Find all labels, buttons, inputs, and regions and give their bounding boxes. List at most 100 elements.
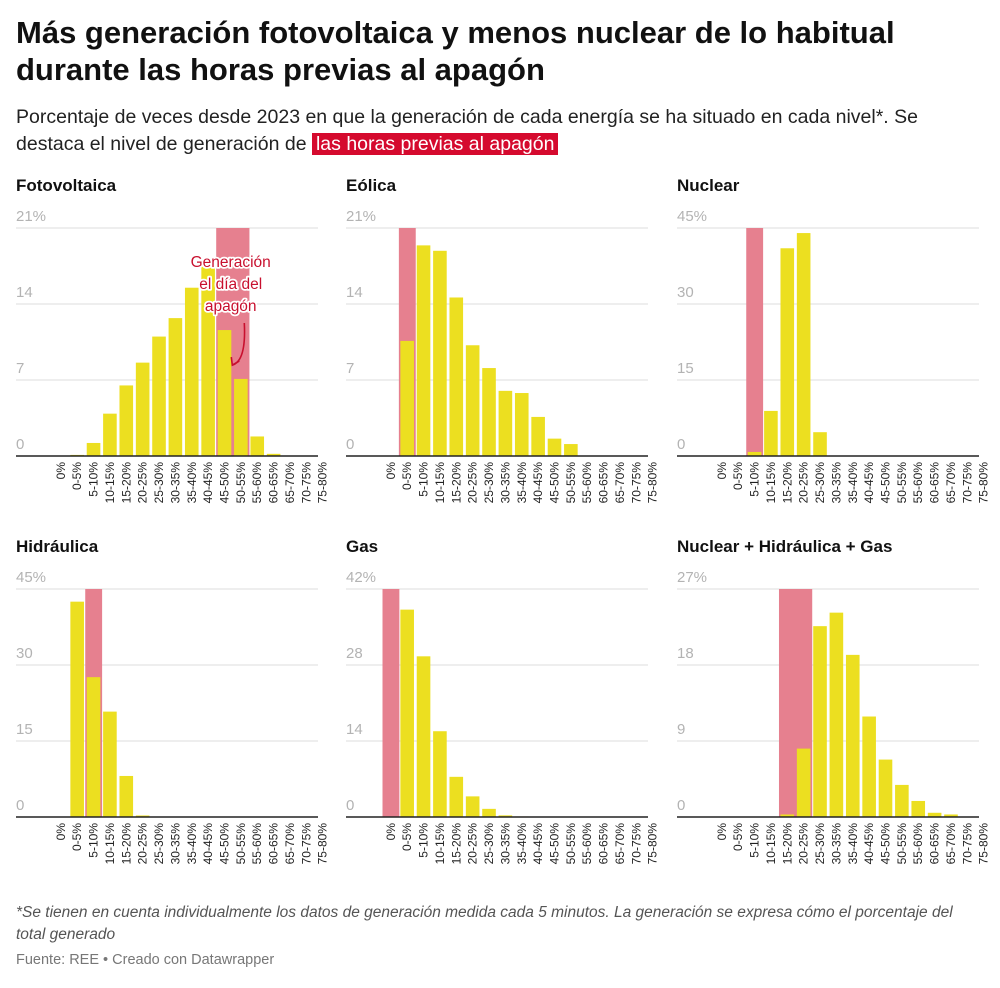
footnote: *Se tienen en cuenta individualmente los… [16, 904, 953, 943]
x-tick-label: 0-5% [70, 462, 84, 490]
bar-25-30% [482, 808, 496, 817]
annotation-line: Generación [191, 254, 271, 271]
x-tick-label: 25-30% [813, 462, 827, 504]
x-tick-label: 25-30% [482, 462, 496, 504]
x-tick-label: 0-5% [400, 462, 414, 490]
bar-15-20% [449, 776, 464, 817]
x-tick-label: 35-40% [185, 823, 199, 865]
bar-55-60% [911, 800, 926, 817]
chart-title: Más generación fotovoltaica y menos nucl… [16, 14, 976, 88]
x-tick-label: 25-30% [482, 823, 496, 865]
y-tick-label: 0 [677, 797, 685, 814]
x-tick-label: 55-60% [911, 462, 925, 504]
x-tick-label: 10-15% [764, 462, 778, 504]
y-tick-label: 45% [677, 208, 707, 225]
x-tick-label: 5-10% [748, 823, 762, 858]
x-tick-label: 0% [715, 823, 729, 841]
panel-title: Fotovoltaica [16, 176, 117, 195]
x-tick-label: 50-55% [564, 823, 578, 865]
x-tick-label: 30-35% [498, 462, 512, 504]
bar-10-15% [103, 413, 117, 456]
y-tick-label: 27% [677, 569, 707, 586]
bar-10-15% [433, 731, 447, 817]
x-tick-label: 50-55% [234, 462, 248, 504]
bar-30-35% [498, 390, 513, 456]
bar-35-40% [184, 287, 199, 456]
panel-title: Eólica [346, 176, 397, 195]
y-tick-label: 0 [16, 797, 24, 814]
x-tick-label: 60-65% [928, 462, 942, 504]
bar-5-10% [747, 451, 762, 456]
x-tick-label: 0% [384, 462, 398, 480]
panel-title: Gas [346, 537, 378, 556]
bar-35-40% [845, 654, 860, 817]
x-tick-label: 75-80% [977, 462, 991, 504]
bar-15-20% [780, 248, 795, 456]
x-tick-label: 65-70% [283, 462, 297, 504]
bar-40-45% [201, 261, 215, 456]
bar-25-30% [813, 432, 827, 456]
bar-5-10% [86, 442, 101, 456]
x-tick-label: 60-65% [267, 462, 281, 504]
x-tick-label: 15-20% [449, 462, 463, 504]
y-tick-label: 14 [346, 721, 363, 738]
x-tick-label: 70-75% [629, 462, 643, 504]
x-tick-label: 40-45% [862, 462, 876, 504]
x-tick-label: 55-60% [911, 823, 925, 865]
x-tick-label: 35-40% [515, 462, 529, 504]
bar-20-25% [796, 233, 811, 456]
bar-20-25% [135, 362, 150, 456]
x-tick-label: 30-35% [829, 823, 843, 865]
bar-30-35% [168, 318, 183, 456]
x-tick-label: 35-40% [185, 462, 199, 504]
x-tick-label: 45-50% [218, 823, 232, 865]
bar-5-10% [416, 656, 431, 817]
x-tick-label: 15-20% [780, 462, 794, 504]
x-tick-label: 65-70% [613, 462, 627, 504]
x-tick-label: 65-70% [944, 823, 958, 865]
x-tick-label: 20-25% [466, 462, 480, 504]
histogram-fotovoltaica: Fotovoltaica 0 7 14 21% 0% 0-5% 5-10% 10-15% 15-2… [16, 176, 330, 504]
bar-50-55% [564, 444, 578, 456]
bar-30-35% [829, 612, 844, 817]
x-tick-label: 0% [54, 823, 68, 841]
bar-20-25% [465, 345, 480, 456]
x-tick-label: 5-10% [748, 462, 762, 497]
panel-hidraulica: Hidráulica 0 15 30 45% 0% 0-5% 5-10% 10-15% 15-20… [16, 534, 330, 882]
y-tick-label: 14 [16, 284, 33, 301]
x-tick-label: 0% [54, 462, 68, 480]
y-tick-label: 14 [346, 284, 363, 301]
x-tick-label: 45-50% [548, 823, 562, 865]
highlight-band [382, 589, 400, 817]
x-tick-label: 30-35% [168, 462, 182, 504]
x-tick-label: 0-5% [70, 823, 84, 851]
y-tick-label: 30 [16, 645, 33, 662]
x-tick-label: 75-80% [316, 823, 330, 865]
histogram-eolica: Eólica 0 7 14 21% 0% 0-5% 5-10% 10-15% 15-20% 20-2… [346, 176, 660, 504]
bar-50-55% [895, 784, 909, 817]
x-tick-label: 0-5% [731, 462, 745, 490]
panel-title: Nuclear [677, 176, 740, 195]
panel-gas: Gas 0 14 28 42% 0% 0-5% 5-10% 10-15% 15-20% 20-25%… [346, 534, 660, 882]
bar-60-65% [927, 812, 942, 817]
x-tick-label: 50-55% [895, 823, 909, 865]
bar-15-20% [780, 814, 795, 817]
x-tick-label: 45-50% [879, 462, 893, 504]
bar-45-50% [217, 330, 232, 456]
x-tick-label: 20-25% [136, 462, 150, 504]
x-tick-label: 70-75% [299, 462, 313, 504]
bar-25-30% [813, 626, 827, 817]
x-tick-label: 20-25% [797, 462, 811, 504]
y-tick-label: 0 [677, 436, 685, 453]
bar-5-10% [416, 245, 431, 456]
x-tick-label: 10-15% [433, 462, 447, 504]
x-tick-label: 30-35% [168, 823, 182, 865]
bar-20-25% [796, 748, 811, 817]
y-tick-label: 0 [346, 436, 354, 453]
x-tick-label: 15-20% [780, 823, 794, 865]
y-tick-label: 21% [16, 208, 46, 225]
x-tick-label: 40-45% [201, 462, 215, 504]
x-tick-label: 20-25% [136, 823, 150, 865]
y-tick-label: 15 [677, 360, 694, 377]
